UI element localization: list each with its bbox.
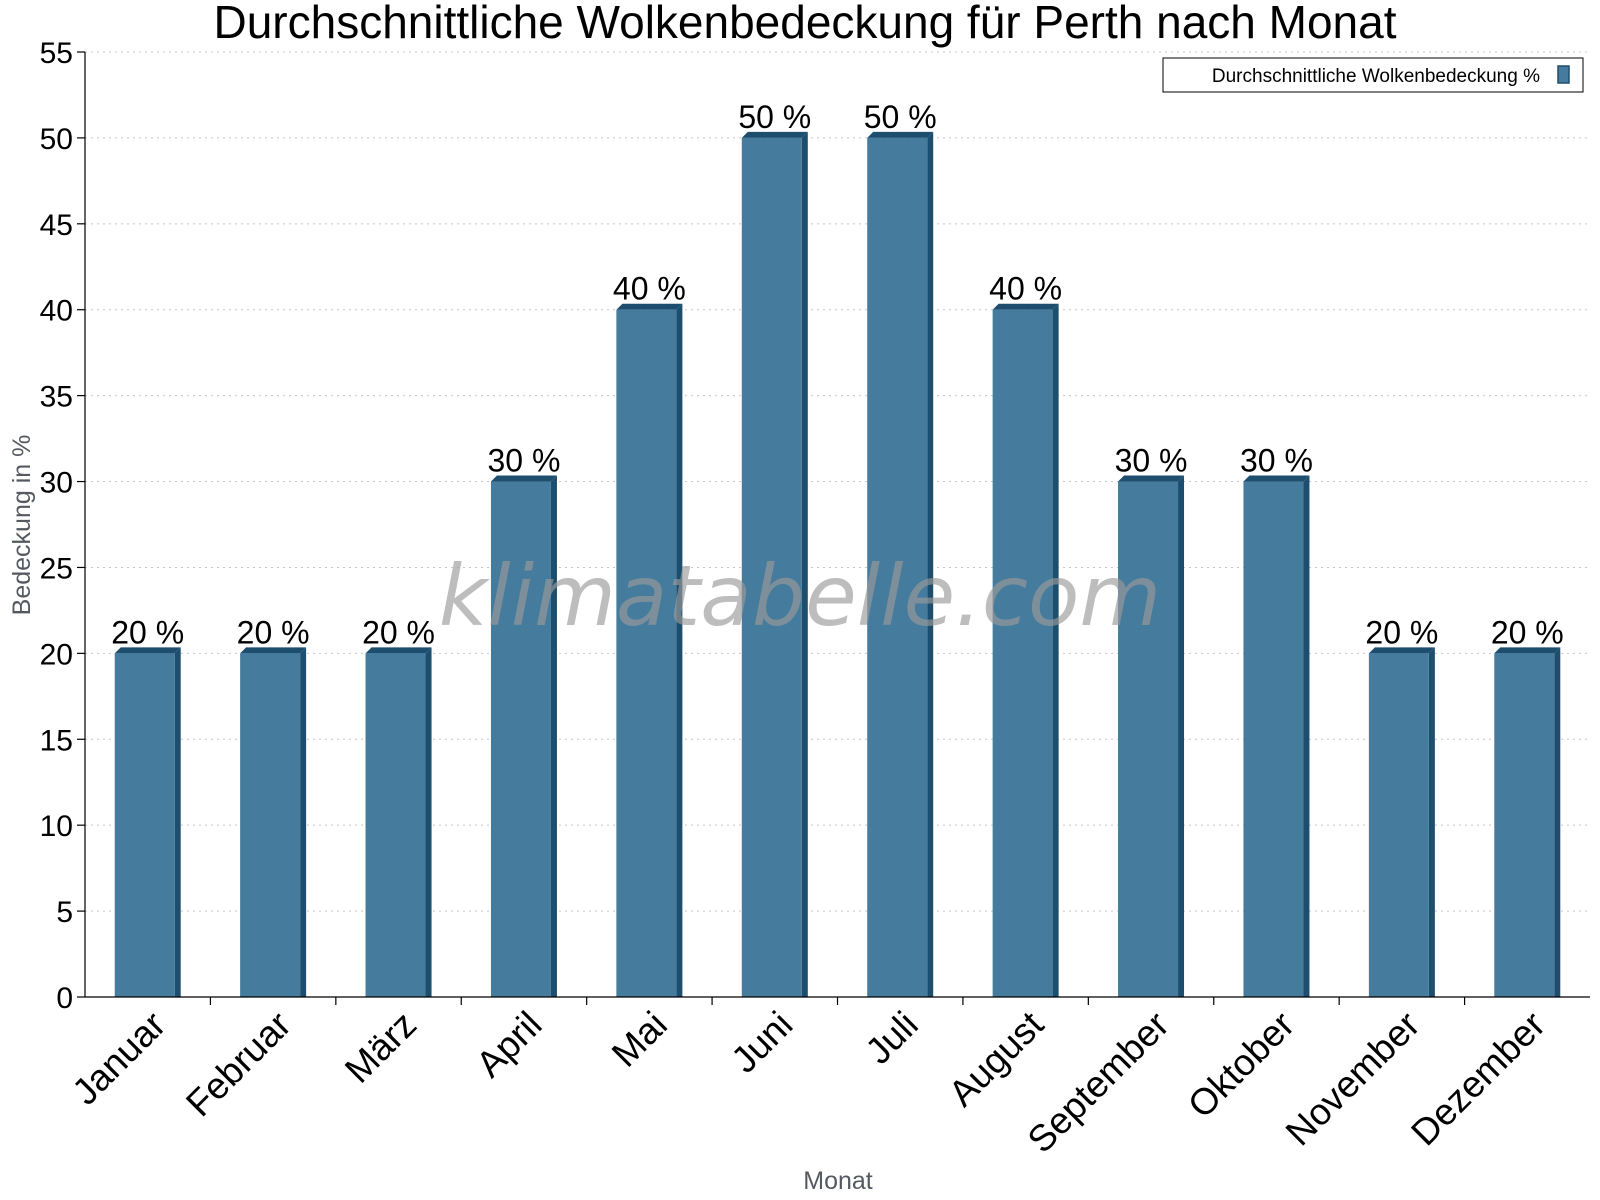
- data-label: 50 %: [864, 99, 937, 135]
- bar-top: [240, 647, 307, 654]
- x-tick-label: Oktober: [1180, 1004, 1302, 1126]
- x-tick-label: Juli: [858, 1004, 926, 1072]
- data-label: 20 %: [1491, 614, 1564, 650]
- x-tick-label: Juni: [723, 1004, 800, 1081]
- data-label: 40 %: [989, 271, 1062, 307]
- bar: [1494, 647, 1561, 997]
- bar: [616, 303, 683, 997]
- bar-face: [490, 481, 551, 998]
- y-tick-label: 35: [40, 381, 73, 414]
- bar-side: [1554, 647, 1561, 997]
- x-tick-label: März: [337, 1004, 424, 1091]
- bar-side: [174, 647, 181, 997]
- bar-top: [741, 131, 808, 138]
- y-tick-label: 40: [40, 295, 73, 328]
- legend-label: Durchschnittliche Wolkenbedeckung %: [1212, 66, 1540, 87]
- bar-face: [1243, 481, 1304, 998]
- bar-side: [801, 131, 808, 998]
- bar: [1368, 647, 1435, 997]
- bar-top: [1368, 647, 1435, 654]
- bar-side: [300, 647, 307, 997]
- bar-side: [927, 131, 934, 998]
- legend-swatch: [1557, 65, 1570, 84]
- bar: [992, 303, 1059, 997]
- bar-face: [240, 653, 301, 997]
- bar-side: [1428, 647, 1435, 997]
- y-tick-label: 55: [40, 37, 73, 70]
- bar-top: [1243, 475, 1310, 482]
- bar: [741, 131, 808, 998]
- y-tick-label: 20: [40, 638, 73, 671]
- data-label: 30 %: [1115, 443, 1188, 479]
- y-tick-label: 25: [40, 552, 73, 585]
- bar-face: [616, 309, 677, 997]
- bar-top: [365, 647, 432, 654]
- bar: [114, 647, 181, 997]
- x-axis-ticks: Januar Februar März April Mai Juni Juli AugustS…: [64, 997, 1553, 1161]
- bar-face: [114, 653, 175, 997]
- bar: [867, 131, 934, 998]
- bar-face: [365, 653, 426, 997]
- bar-side: [1052, 303, 1059, 997]
- data-label: 20 %: [362, 614, 435, 650]
- bar-top: [490, 475, 557, 482]
- bar-top: [1494, 647, 1561, 654]
- y-tick-label: 5: [56, 896, 73, 929]
- bar-side: [425, 647, 432, 997]
- y-axis-label: Bedeckung in %: [8, 435, 36, 616]
- bar-top: [114, 647, 181, 654]
- x-axis-label: Monat: [803, 1167, 873, 1195]
- bar-face: [1494, 653, 1555, 997]
- data-label: 20 %: [237, 614, 310, 650]
- chart-title: Durchschnittliche Wolkenbedeckung für Pe…: [213, 0, 1396, 48]
- bar-face: [741, 137, 802, 998]
- bar-side: [1303, 475, 1310, 998]
- data-label: 20 %: [111, 614, 184, 650]
- legend-box: [1162, 57, 1584, 93]
- bar-face: [867, 137, 928, 998]
- bar-top: [616, 303, 683, 310]
- legend: Durchschnittliche Wolkenbedeckung %: [1162, 57, 1584, 93]
- watermark: klimatabelle.com: [439, 547, 1162, 645]
- gridlines: [85, 51, 1590, 912]
- y-axis-ticks: 0 5 10 15 20 25 30 35 40 45 50 55: [40, 37, 85, 1015]
- bar: [1243, 475, 1310, 998]
- bar-side: [676, 303, 683, 997]
- bar-face: [992, 309, 1053, 997]
- bar-top: [867, 131, 934, 138]
- data-label: 20 %: [1365, 614, 1438, 650]
- y-tick-label: 30: [40, 467, 73, 500]
- bar-face: [1368, 653, 1429, 997]
- x-tick-label: Januar: [64, 1004, 173, 1113]
- y-tick-label: 10: [40, 810, 73, 843]
- data-label: 40 %: [613, 271, 686, 307]
- x-tick-label: Mai: [604, 1004, 675, 1075]
- bar: [1118, 475, 1185, 998]
- bar: [365, 647, 432, 997]
- x-tick-label: August: [941, 1003, 1052, 1114]
- data-labels: 20 % 20 % 20 % 30 % 40 % 50 % 50 % 40 % 30 % 30 %…: [111, 99, 1564, 650]
- data-label: 30 %: [1240, 443, 1313, 479]
- bar: [240, 647, 307, 997]
- y-tick-label: 50: [40, 123, 73, 156]
- bars: [114, 131, 1561, 998]
- y-tick-label: 45: [40, 209, 73, 242]
- data-label: 30 %: [487, 443, 560, 479]
- bar-top: [992, 303, 1059, 310]
- bar: [490, 475, 557, 998]
- x-tick-label: April: [468, 1004, 549, 1085]
- bar-side: [1178, 475, 1185, 998]
- y-tick-label: 0: [56, 982, 73, 1015]
- x-tick-label: Dezember: [1403, 1004, 1553, 1154]
- x-tick-label: November: [1278, 1004, 1428, 1154]
- bar-side: [550, 475, 557, 998]
- x-tick-label: Februar: [178, 1004, 299, 1125]
- bar-face: [1118, 481, 1179, 998]
- data-label: 50 %: [738, 99, 811, 135]
- bar-top: [1118, 475, 1185, 482]
- y-tick-label: 15: [40, 724, 73, 757]
